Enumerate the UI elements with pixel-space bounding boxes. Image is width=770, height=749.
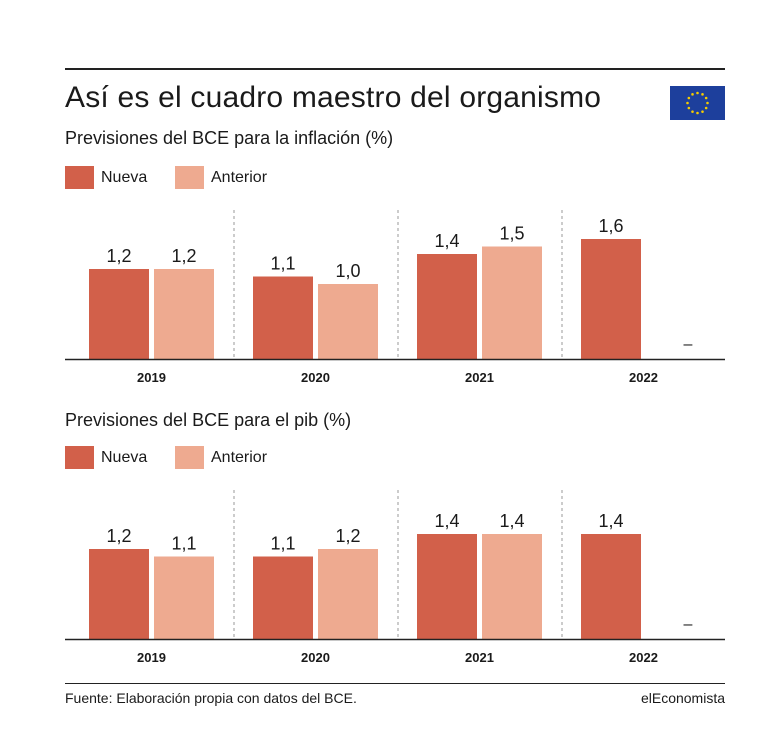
x-tick-label: 2021 <box>465 370 494 385</box>
data-label: 1,2 <box>335 526 360 546</box>
pib-bar-chart: 1,2 1,1 2019 1,1 1,2 2020 1,4 1,4 2021 1,4 – 2022 <box>65 490 725 665</box>
x-tick-label: 2022 <box>629 650 658 665</box>
x-tick-label: 2020 <box>301 650 330 665</box>
flag-star <box>687 96 691 100</box>
flag-star <box>696 111 699 115</box>
bar-nueva <box>89 269 149 359</box>
data-label: 1,2 <box>106 246 131 266</box>
legend-label-anterior: Anterior <box>211 449 268 466</box>
bar-anterior <box>154 269 214 359</box>
inflation-chart-title: Previsiones del BCE para la inflación (%… <box>65 128 394 148</box>
flag-star <box>701 93 704 96</box>
data-label: 1,5 <box>499 224 524 244</box>
source-note: Fuente: Elaboración propia con datos del… <box>65 690 357 706</box>
bar-anterior <box>318 284 378 359</box>
legend-label-nueva: Nueva <box>101 169 148 186</box>
data-label: 1,6 <box>598 216 623 236</box>
legend-swatch-nueva <box>65 446 94 469</box>
bar-nueva <box>417 254 477 359</box>
bar-nueva <box>417 534 477 639</box>
legend-label-nueva: Nueva <box>101 449 148 466</box>
eu-flag-icon <box>670 86 725 120</box>
flag-star <box>704 106 708 110</box>
x-tick-label: 2019 <box>137 370 166 385</box>
bar-nueva <box>581 534 641 639</box>
flag-star <box>704 96 708 100</box>
bar-nueva <box>89 549 149 639</box>
pib-chart-title: Previsiones del BCE para el pib (%) <box>65 410 352 430</box>
data-label-missing: – <box>684 616 693 633</box>
x-tick-label: 2021 <box>465 650 494 665</box>
legend-swatch-anterior <box>175 166 204 189</box>
bar-anterior <box>154 556 214 639</box>
legend-label-anterior: Anterior <box>211 169 268 186</box>
data-label: 1,2 <box>171 246 196 266</box>
flag-star <box>691 93 694 96</box>
bar-nueva <box>253 556 313 639</box>
data-label: 1,4 <box>434 511 459 531</box>
flag-star <box>686 101 689 105</box>
data-label: 1,1 <box>270 254 295 274</box>
flag-star <box>696 91 699 95</box>
data-label: 1,4 <box>499 511 524 531</box>
legend-swatch-anterior <box>175 446 204 469</box>
data-label-missing: – <box>684 336 693 353</box>
bar-nueva <box>581 239 641 359</box>
bar-anterior <box>482 534 542 639</box>
footer-rule <box>65 683 725 684</box>
x-tick-label: 2022 <box>629 370 658 385</box>
inflation-bar-chart: 1,2 1,2 2019 1,1 1,0 2020 1,4 1,5 2021 1,6 – 2022 <box>65 210 725 385</box>
bar-nueva <box>253 276 313 359</box>
flag-star <box>691 110 694 113</box>
legend-swatch-nueva <box>65 166 94 189</box>
page-title: Así es el cuadro maestro del organismo <box>65 81 602 114</box>
flag-star <box>706 101 709 105</box>
data-label: 1,4 <box>598 511 623 531</box>
flag-star <box>701 110 704 113</box>
data-label: 1,0 <box>335 261 360 281</box>
data-label: 1,1 <box>171 534 196 554</box>
bar-anterior <box>318 549 378 639</box>
data-label: 1,1 <box>270 534 295 554</box>
x-tick-label: 2020 <box>301 370 330 385</box>
data-label: 1,2 <box>106 526 131 546</box>
brand-logo: elEconomista <box>640 690 725 706</box>
data-label: 1,4 <box>434 231 459 251</box>
x-tick-label: 2019 <box>137 650 166 665</box>
bar-anterior <box>482 246 542 359</box>
top-rule <box>65 68 725 70</box>
flag-star <box>687 106 691 110</box>
